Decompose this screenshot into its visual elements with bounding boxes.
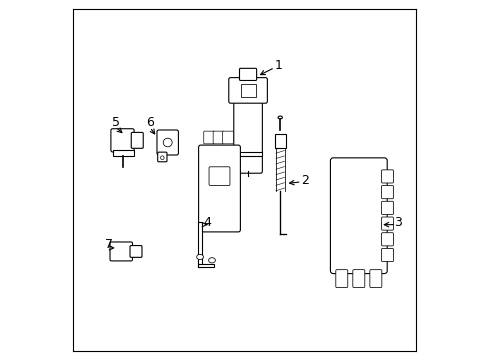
Text: 3: 3 — [393, 216, 401, 229]
FancyBboxPatch shape — [157, 130, 178, 155]
FancyBboxPatch shape — [381, 248, 393, 262]
FancyBboxPatch shape — [381, 201, 393, 215]
Bar — [274, 134, 285, 148]
Ellipse shape — [278, 116, 282, 119]
FancyBboxPatch shape — [369, 270, 381, 288]
FancyBboxPatch shape — [330, 158, 386, 274]
FancyBboxPatch shape — [222, 131, 233, 144]
FancyBboxPatch shape — [381, 185, 393, 199]
Text: 2: 2 — [301, 174, 308, 186]
FancyBboxPatch shape — [233, 100, 262, 173]
Bar — [198, 221, 202, 267]
Ellipse shape — [208, 258, 215, 263]
Bar — [233, 152, 262, 157]
Ellipse shape — [163, 138, 172, 147]
Ellipse shape — [160, 156, 164, 159]
FancyBboxPatch shape — [335, 270, 347, 288]
FancyBboxPatch shape — [198, 145, 240, 232]
Bar — [112, 150, 134, 156]
Text: 1: 1 — [274, 59, 282, 72]
FancyBboxPatch shape — [157, 152, 166, 162]
Bar — [198, 264, 214, 267]
FancyBboxPatch shape — [228, 78, 267, 103]
FancyBboxPatch shape — [352, 270, 364, 288]
Ellipse shape — [196, 255, 203, 260]
Text: 6: 6 — [145, 116, 153, 129]
Text: 7: 7 — [104, 238, 113, 251]
FancyBboxPatch shape — [111, 129, 134, 152]
FancyBboxPatch shape — [381, 217, 393, 230]
FancyBboxPatch shape — [239, 68, 256, 81]
FancyBboxPatch shape — [213, 131, 224, 144]
Bar — [240, 84, 255, 97]
FancyBboxPatch shape — [381, 170, 393, 183]
FancyBboxPatch shape — [208, 167, 229, 185]
Text: 5: 5 — [112, 116, 120, 129]
FancyBboxPatch shape — [131, 132, 143, 148]
FancyBboxPatch shape — [110, 242, 132, 261]
Text: 4: 4 — [203, 216, 210, 229]
FancyBboxPatch shape — [381, 233, 393, 246]
FancyBboxPatch shape — [203, 131, 214, 144]
FancyBboxPatch shape — [130, 246, 142, 257]
